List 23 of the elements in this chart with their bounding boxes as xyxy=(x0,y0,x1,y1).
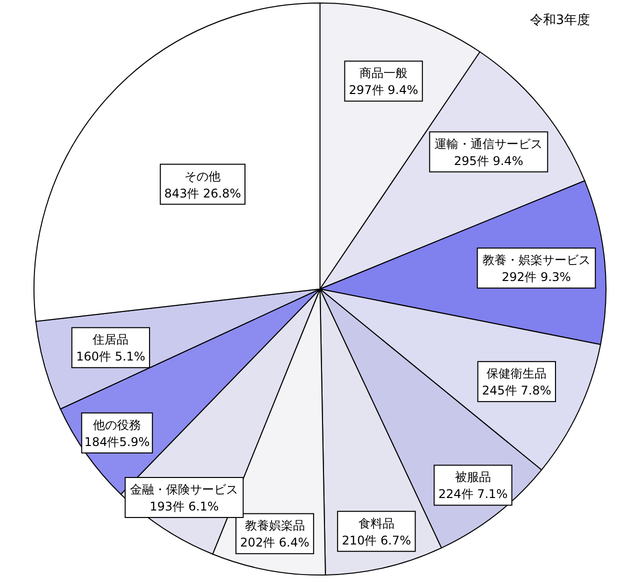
slice-label: 運輸・通信サービス xyxy=(434,136,543,151)
slice-label: 教養娯楽品 xyxy=(244,518,305,533)
data-label: 245件 7.8% xyxy=(482,384,552,398)
data-label: 297件 9.4% xyxy=(348,83,418,98)
slice-label: 住居品 xyxy=(92,332,129,347)
slice-label: 食料品 xyxy=(358,516,394,530)
text: 令和3年度 xyxy=(530,12,590,28)
data-label: 843件 26.8% xyxy=(164,186,242,200)
slice-label: その他 xyxy=(184,169,221,184)
slice-label: 商品一般 xyxy=(360,66,408,80)
data-label: 184件5.9% xyxy=(84,434,150,449)
slice-label: 金融・保険サービス xyxy=(130,482,238,496)
data-label: 210件 6.7% xyxy=(342,533,412,548)
slice-label: 保健衛生品 xyxy=(486,366,547,381)
data-label: 295件 9.4% xyxy=(454,154,524,168)
data-label: 224件 7.1% xyxy=(438,487,508,502)
slice-label: 他の役務 xyxy=(93,418,142,432)
slice-label: 教養・娯楽サービス xyxy=(482,253,590,268)
data-label: 292件 9.3% xyxy=(502,270,571,284)
data-label: 160件 5.1% xyxy=(76,350,146,364)
data-label: 202件 6.4% xyxy=(240,536,310,550)
slice-label: 被服品 xyxy=(455,470,492,484)
data-label: 193件 6.1% xyxy=(150,499,219,514)
